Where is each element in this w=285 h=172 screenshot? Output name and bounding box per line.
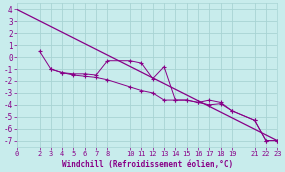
X-axis label: Windchill (Refroidissement éolien,°C): Windchill (Refroidissement éolien,°C) <box>62 159 233 169</box>
